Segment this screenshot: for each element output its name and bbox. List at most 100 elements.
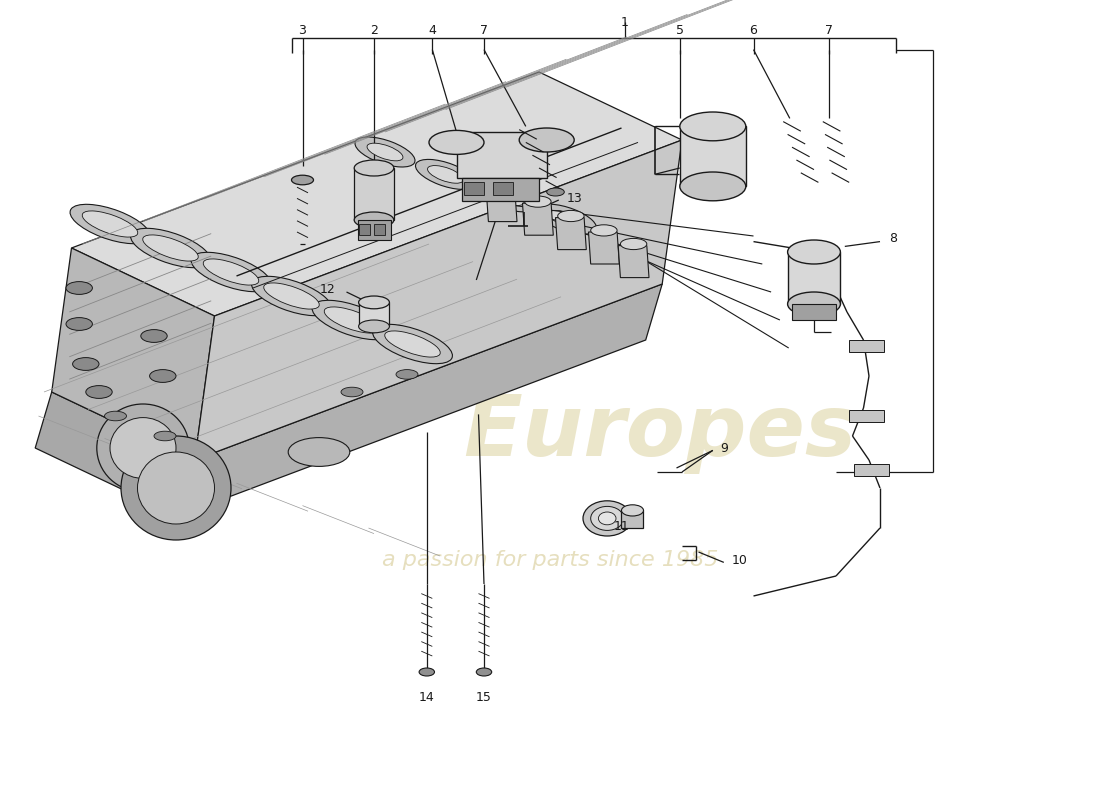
Ellipse shape [373, 324, 452, 364]
Bar [854, 464, 889, 476]
Ellipse shape [476, 668, 492, 676]
Polygon shape [556, 218, 586, 250]
Bar [493, 182, 513, 195]
Ellipse shape [354, 160, 394, 176]
Ellipse shape [583, 501, 631, 536]
Bar [358, 220, 390, 240]
Text: Europes: Europes [463, 390, 857, 474]
Ellipse shape [73, 358, 99, 370]
Ellipse shape [312, 300, 392, 340]
Text: 7: 7 [480, 24, 488, 37]
Polygon shape [52, 216, 662, 460]
Text: 3: 3 [298, 24, 307, 37]
Bar [849, 340, 884, 352]
Ellipse shape [429, 130, 484, 154]
Text: 1: 1 [620, 16, 629, 29]
Text: 6: 6 [749, 24, 758, 37]
Ellipse shape [488, 188, 524, 206]
Text: 12: 12 [320, 283, 336, 296]
Polygon shape [52, 248, 214, 460]
Ellipse shape [396, 370, 418, 379]
Ellipse shape [324, 307, 380, 333]
Ellipse shape [359, 296, 389, 309]
Ellipse shape [519, 128, 574, 152]
Ellipse shape [154, 431, 176, 441]
Ellipse shape [416, 159, 475, 190]
Bar [788, 252, 840, 304]
Bar [359, 302, 389, 326]
Bar [456, 132, 547, 178]
Ellipse shape [82, 211, 138, 237]
Ellipse shape [70, 204, 150, 244]
Text: 4: 4 [428, 24, 437, 37]
Polygon shape [486, 190, 517, 222]
Ellipse shape [138, 452, 214, 524]
Ellipse shape [150, 370, 176, 382]
Ellipse shape [558, 210, 584, 222]
Ellipse shape [204, 259, 258, 285]
Text: 8: 8 [889, 232, 896, 245]
Ellipse shape [547, 188, 564, 196]
Ellipse shape [104, 411, 126, 421]
Ellipse shape [66, 318, 92, 330]
Bar [849, 410, 884, 422]
Ellipse shape [143, 235, 198, 261]
Ellipse shape [621, 505, 643, 516]
Polygon shape [522, 203, 553, 235]
Ellipse shape [549, 210, 584, 228]
Ellipse shape [591, 506, 624, 530]
Ellipse shape [86, 386, 112, 398]
Bar [464, 182, 484, 195]
Polygon shape [72, 72, 682, 316]
Text: 9: 9 [720, 442, 728, 454]
Ellipse shape [264, 283, 319, 309]
Polygon shape [588, 232, 619, 264]
Polygon shape [618, 246, 649, 278]
Ellipse shape [788, 292, 840, 316]
Text: 5: 5 [675, 24, 684, 37]
Ellipse shape [66, 282, 92, 294]
Bar [462, 178, 539, 201]
Ellipse shape [252, 276, 331, 316]
Ellipse shape [354, 212, 394, 228]
Ellipse shape [355, 137, 415, 167]
Ellipse shape [488, 182, 515, 194]
Ellipse shape [788, 240, 840, 264]
Text: a passion for parts since 1985: a passion for parts since 1985 [382, 550, 718, 570]
Bar [792, 304, 836, 320]
Text: 7: 7 [825, 24, 834, 37]
Ellipse shape [428, 166, 463, 183]
Ellipse shape [385, 331, 440, 357]
Text: 10: 10 [732, 554, 747, 566]
Ellipse shape [525, 196, 551, 207]
Polygon shape [178, 284, 662, 516]
Text: 13: 13 [566, 192, 582, 205]
Ellipse shape [591, 225, 617, 236]
Ellipse shape [110, 418, 176, 478]
Text: 11: 11 [614, 520, 629, 533]
Ellipse shape [367, 143, 403, 161]
Ellipse shape [680, 172, 746, 201]
Bar [374, 224, 385, 235]
Ellipse shape [680, 112, 746, 141]
Ellipse shape [620, 238, 647, 250]
Bar [621, 510, 643, 528]
Ellipse shape [97, 404, 189, 492]
Bar [359, 224, 370, 235]
Ellipse shape [419, 668, 435, 676]
Ellipse shape [288, 438, 350, 466]
Ellipse shape [131, 228, 210, 268]
Ellipse shape [141, 330, 167, 342]
Ellipse shape [537, 204, 596, 234]
Polygon shape [35, 392, 195, 516]
Text: 14: 14 [419, 691, 435, 704]
Ellipse shape [292, 175, 313, 185]
Ellipse shape [598, 512, 616, 525]
Ellipse shape [191, 252, 271, 292]
Bar [354, 168, 394, 220]
Ellipse shape [341, 387, 363, 397]
Ellipse shape [121, 436, 231, 540]
Polygon shape [195, 140, 682, 460]
Ellipse shape [476, 182, 536, 212]
Text: 2: 2 [370, 24, 378, 37]
